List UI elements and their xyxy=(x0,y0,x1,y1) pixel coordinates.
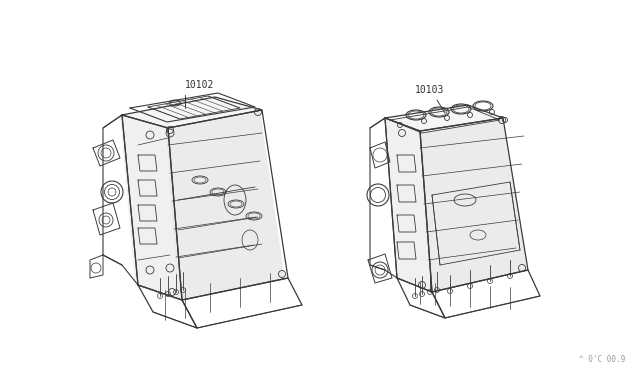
Polygon shape xyxy=(385,105,503,131)
Polygon shape xyxy=(120,97,260,128)
Polygon shape xyxy=(165,110,285,300)
Polygon shape xyxy=(420,118,528,292)
Text: 10103: 10103 xyxy=(415,85,444,95)
Text: 10102: 10102 xyxy=(185,80,214,90)
Text: ^ 0'C 00.9: ^ 0'C 00.9 xyxy=(579,355,625,364)
Polygon shape xyxy=(385,118,432,292)
Polygon shape xyxy=(120,115,178,300)
